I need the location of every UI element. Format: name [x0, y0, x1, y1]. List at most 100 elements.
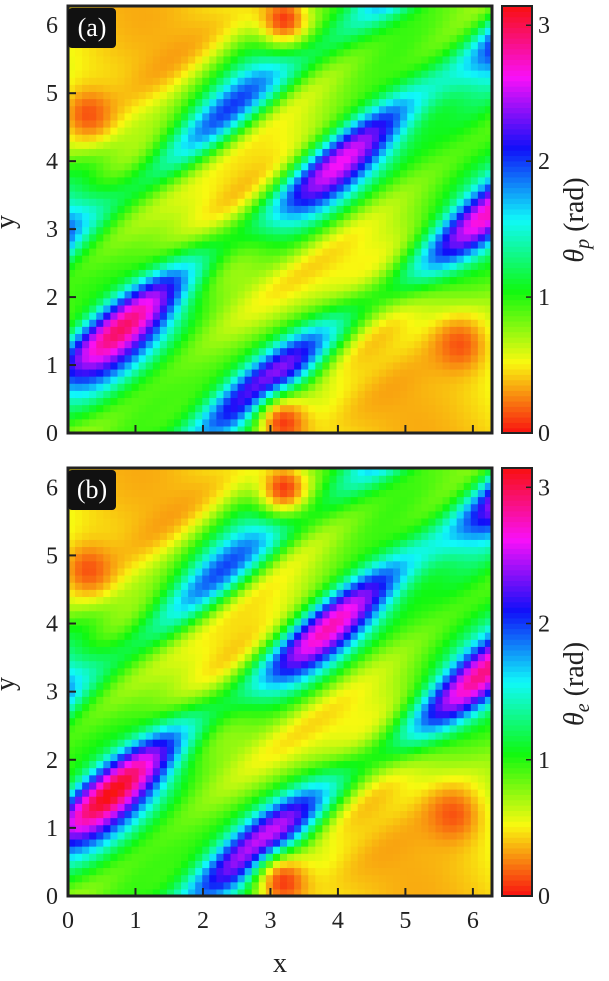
- heatmap-cell: [272, 34, 281, 43]
- heatmap-cell: [181, 411, 189, 420]
- heatmap-cell: [336, 283, 345, 292]
- heatmap-cell: [294, 212, 302, 221]
- heatmap-cell: [400, 205, 408, 213]
- heatmap-cell: [195, 84, 203, 92]
- heatmap-cell: [364, 290, 373, 299]
- heatmap-cell: [166, 881, 175, 890]
- heatmap-cell: [195, 383, 203, 391]
- heatmap-cell: [393, 347, 401, 356]
- heatmap-cell: [174, 682, 182, 690]
- heatmap-cell: [378, 77, 387, 85]
- heatmap-cell: [350, 240, 359, 249]
- heatmap-cell: [96, 796, 104, 804]
- heatmap-cell: [393, 162, 401, 171]
- heatmap-cell: [110, 390, 119, 399]
- heatmap-cell: [152, 354, 161, 363]
- heatmap-cell: [421, 169, 429, 178]
- heatmap-cell: [272, 155, 281, 164]
- heatmap-cell: [301, 27, 309, 36]
- heatmap-cell: [428, 191, 437, 199]
- heatmap-cell: [209, 525, 217, 533]
- heatmap-cell: [400, 347, 408, 356]
- heatmap-cell: [159, 283, 168, 292]
- heatmap-cell: [152, 489, 161, 498]
- heatmap-cell: [96, 682, 104, 690]
- heatmap-cell: [280, 212, 288, 221]
- heatmap-cell: [435, 91, 444, 100]
- heatmap-cell: [407, 368, 415, 377]
- heatmap-cell: [75, 846, 83, 854]
- heatmap-cell: [449, 233, 458, 242]
- heatmap-cell: [145, 646, 154, 655]
- heatmap-cell: [386, 20, 394, 28]
- heatmap-cell: [110, 126, 119, 135]
- heatmap-cell: [230, 411, 239, 420]
- heatmap-cell: [124, 297, 133, 306]
- heatmap-cell: [131, 326, 140, 334]
- heatmap-cell: [428, 283, 437, 292]
- heatmap-cell: [364, 283, 373, 292]
- heatmap-cell: [378, 198, 387, 206]
- heatmap-cell: [371, 198, 380, 206]
- heatmap-cell: [110, 510, 119, 519]
- heatmap-cell: [414, 169, 422, 178]
- heatmap-cell: [223, 212, 232, 221]
- heatmap-cell: [75, 70, 83, 78]
- heatmap-cell: [166, 496, 175, 505]
- heatmap-cell: [463, 262, 472, 270]
- heatmap-cell: [216, 803, 225, 811]
- heatmap-cell: [386, 368, 394, 377]
- heatmap-cell: [301, 297, 309, 306]
- heatmap-cell: [287, 312, 295, 320]
- heatmap-cell: [181, 390, 189, 399]
- heatmap-cell: [272, 119, 281, 128]
- heatmap-cell: [124, 41, 133, 50]
- heatmap-cell: [209, 183, 217, 192]
- heatmap-cell: [357, 148, 366, 157]
- heatmap-cell: [174, 269, 182, 278]
- heatmap-cell: [386, 219, 394, 228]
- heatmap-cell: [230, 126, 239, 135]
- heatmap-cell: [237, 262, 246, 270]
- heatmap-cell: [82, 304, 90, 313]
- heatmap-cell: [209, 383, 217, 391]
- heatmap-cell: [280, 176, 288, 185]
- heatmap-cell: [89, 191, 97, 199]
- heatmap-cell: [336, 312, 345, 320]
- heatmap-cell: [209, 34, 217, 43]
- heatmap-cell: [251, 304, 260, 313]
- heatmap-cell: [89, 710, 97, 719]
- heatmap-cell: [110, 667, 119, 676]
- heatmap-cell: [371, 176, 380, 185]
- heatmap-cell: [103, 84, 111, 92]
- heatmap-cell: [68, 347, 76, 356]
- heatmap-cell: [280, 77, 288, 85]
- heatmap-cell: [188, 361, 196, 370]
- heatmap-cell: [308, 404, 316, 413]
- heatmap-cell: [181, 112, 189, 121]
- heatmap-cell: [371, 233, 380, 242]
- heatmap-cell: [188, 411, 196, 420]
- heatmap-cell: [378, 126, 387, 135]
- heatmap-cell: [371, 134, 380, 142]
- heatmap-cell: [202, 767, 210, 776]
- heatmap-cell: [414, 6, 422, 14]
- heatmap-cell: [251, 41, 260, 50]
- heatmap-cell: [322, 62, 331, 71]
- heatmap-cell: [117, 333, 126, 342]
- heatmap-cell: [421, 383, 429, 391]
- heatmap-cell: [449, 27, 458, 36]
- heatmap-cell: [251, 361, 260, 370]
- heatmap-cell: [378, 27, 387, 36]
- heatmap-cell: [103, 810, 111, 819]
- heatmap-cell: [159, 255, 168, 263]
- heatmap-cell: [68, 290, 76, 299]
- heatmap-cell: [400, 155, 408, 164]
- heatmap-cell: [216, 297, 225, 306]
- heatmap-cell: [124, 724, 133, 733]
- heatmap-cell: [308, 376, 316, 384]
- heatmap-cell: [89, 838, 97, 847]
- heatmap-cell: [110, 596, 119, 605]
- heatmap-cell: [174, 98, 182, 107]
- heatmap-cell: [209, 867, 217, 876]
